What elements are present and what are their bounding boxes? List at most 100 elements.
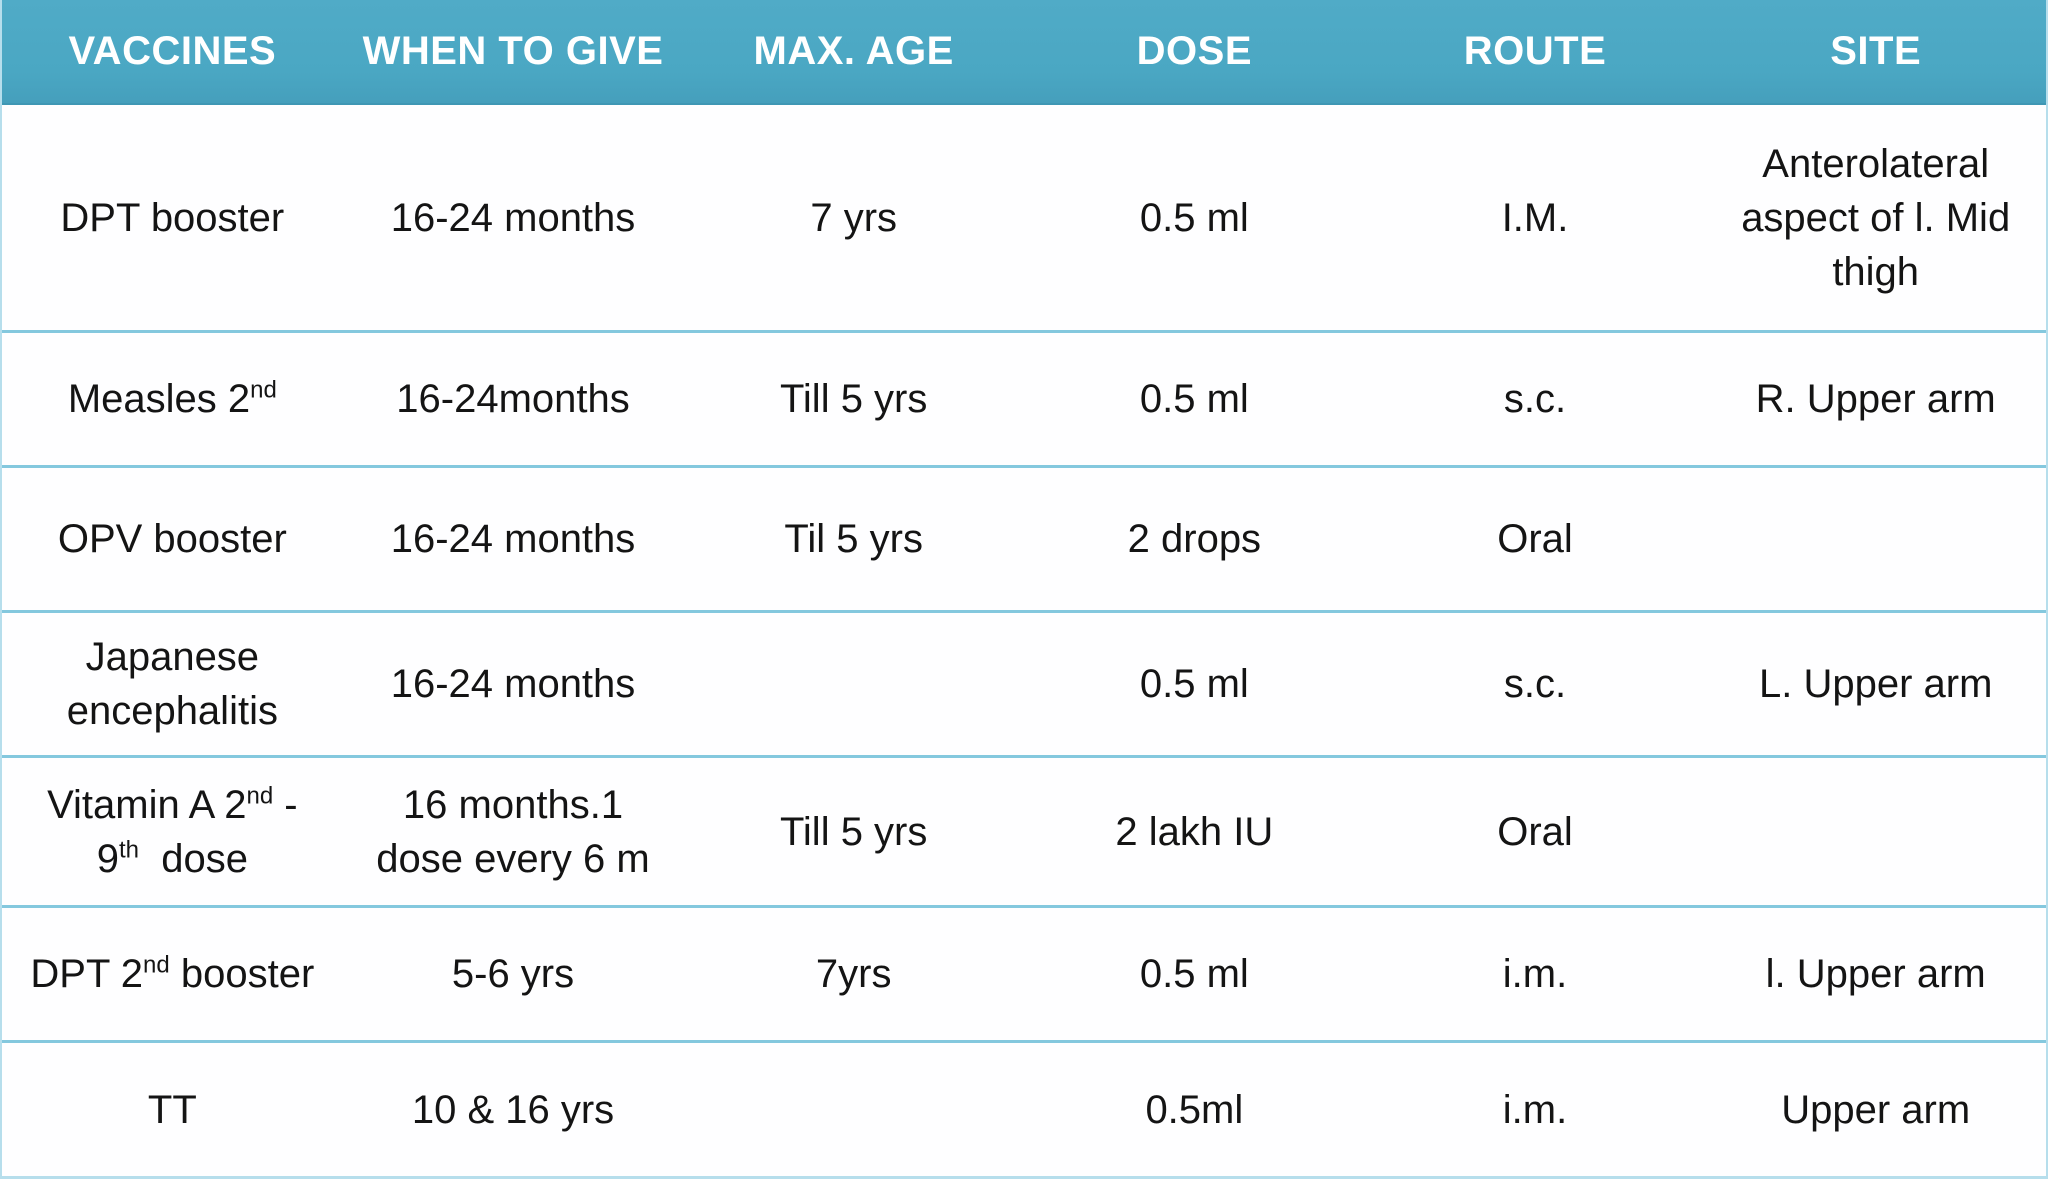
cell-text-segment: 7yrs bbox=[815, 952, 892, 996]
cell-text-segment: 16-24 months bbox=[390, 517, 636, 561]
cell-text: s.c. bbox=[1504, 657, 1566, 711]
cell-text: 16-24months bbox=[396, 372, 629, 426]
column-header-dose: DOSE bbox=[1024, 0, 1365, 103]
cell-text: Oral bbox=[1497, 512, 1573, 566]
cell-text-segment: Oral bbox=[1497, 517, 1573, 561]
cell-text: OPV booster bbox=[58, 512, 287, 566]
cell-site: R. Upper arm bbox=[1705, 333, 2046, 465]
table-body: DPT booster 16-24 months 7 yrs 0.5 ml I.M. An… bbox=[2, 105, 2046, 1176]
column-header-label: SITE bbox=[1830, 29, 1922, 73]
table-row: DPT booster 16-24 months 7 yrs 0.5 ml I.M. An… bbox=[2, 105, 2046, 330]
cell-dose: 2 drops bbox=[1024, 468, 1365, 610]
ordinal-superscript: th bbox=[118, 836, 139, 864]
ordinal-superscript: nd bbox=[250, 376, 277, 404]
cell-when-to-give: 16 months.1 dose every 6 m bbox=[343, 758, 684, 905]
cell-text: 0.5 ml bbox=[1140, 372, 1249, 426]
cell-route: s.c. bbox=[1365, 333, 1706, 465]
cell-max-age: Till 5 yrs bbox=[683, 758, 1024, 905]
cell-text: Japanese encephalitis bbox=[67, 630, 278, 738]
cell-max-age bbox=[683, 613, 1024, 755]
cell-text-segment: Vitamin A 2 bbox=[47, 782, 247, 827]
cell-dose: 0.5 ml bbox=[1024, 333, 1365, 465]
cell-site bbox=[1705, 468, 2046, 610]
column-header-label: VACCINES bbox=[68, 29, 277, 73]
cell-text-segment: aspect of l. Mid bbox=[1741, 195, 2011, 240]
cell-text-segment: booster bbox=[169, 952, 315, 996]
ordinal-superscript: nd bbox=[143, 951, 170, 979]
cell-text-segment: DPT booster bbox=[60, 195, 285, 240]
cell-text-segment: Oral bbox=[1497, 809, 1573, 854]
cell-text-segment: thigh bbox=[1832, 249, 1920, 294]
table-row: OPV booster 16-24 months Til 5 yrs 2 drops O… bbox=[2, 465, 2046, 610]
cell-text: 7 yrs bbox=[810, 191, 897, 245]
column-header-vaccines: VACCINES bbox=[2, 0, 343, 103]
cell-text: 0.5 ml bbox=[1140, 947, 1249, 1001]
cell-text-segment: Anterolateral bbox=[1762, 141, 1990, 186]
cell-text: i.m. bbox=[1503, 1083, 1567, 1137]
cell-text-segment: 0.5ml bbox=[1145, 1087, 1244, 1132]
cell-text-segment: I.M. bbox=[1501, 195, 1569, 240]
cell-text: 2 drops bbox=[1128, 512, 1261, 566]
table-row: TT 10 & 16 yrs 0.5ml i.m. Upper arm bbox=[2, 1040, 2046, 1176]
cell-text-segment: 5-6 yrs bbox=[451, 952, 575, 996]
cell-text-segment: 10 & 16 yrs bbox=[411, 1087, 615, 1132]
cell-text: 10 & 16 yrs bbox=[412, 1083, 614, 1137]
cell-text: Vitamin A 2nd - 9th dose bbox=[47, 778, 298, 886]
cell-when-to-give: 5-6 yrs bbox=[343, 908, 684, 1040]
cell-dose: 0.5 ml bbox=[1024, 613, 1365, 755]
cell-vaccines: OPV booster bbox=[2, 468, 343, 610]
cell-dose: 0.5 ml bbox=[1024, 908, 1365, 1040]
cell-vaccines: Measles 2nd bbox=[2, 333, 343, 465]
ordinal-superscript: nd bbox=[246, 782, 274, 810]
cell-max-age: 7 yrs bbox=[683, 105, 1024, 330]
cell-text-segment: Japanese bbox=[85, 635, 260, 679]
cell-vaccines: TT bbox=[2, 1043, 343, 1176]
cell-text: i.m. bbox=[1503, 947, 1567, 1001]
cell-site: L. Upper arm bbox=[1705, 613, 2046, 755]
cell-max-age: Til 5 yrs bbox=[683, 468, 1024, 610]
cell-text-segment: 9 bbox=[96, 836, 119, 881]
cell-text-segment: s.c. bbox=[1503, 662, 1567, 706]
cell-text-segment: 0.5 ml bbox=[1139, 195, 1249, 240]
cell-text-segment: 16-24 months bbox=[390, 662, 636, 706]
cell-when-to-give: 16-24 months bbox=[343, 105, 684, 330]
cell-text-segment: 7 yrs bbox=[810, 195, 898, 240]
cell-route: i.m. bbox=[1365, 1043, 1706, 1176]
column-header-label: MAX. AGE bbox=[753, 29, 954, 73]
cell-text: L. Upper arm bbox=[1759, 657, 1992, 711]
cell-text-segment: 16-24 months bbox=[390, 195, 636, 240]
cell-text: I.M. bbox=[1502, 191, 1569, 245]
table-row: Vitamin A 2nd - 9th dose 16 months.1 dose e… bbox=[2, 755, 2046, 905]
column-header-label: DOSE bbox=[1136, 29, 1253, 73]
table-row: DPT 2nd booster 5-6 yrs 7yrs 0.5 ml i.m. l. U… bbox=[2, 905, 2046, 1040]
cell-dose: 0.5 ml bbox=[1024, 105, 1365, 330]
cell-text-segment: encephalitis bbox=[66, 689, 278, 733]
cell-text: Till 5 yrs bbox=[780, 372, 927, 426]
column-header-label: ROUTE bbox=[1463, 29, 1607, 73]
cell-text: Upper arm bbox=[1781, 1083, 1970, 1137]
cell-text-segment: i.m. bbox=[1502, 952, 1568, 996]
cell-when-to-give: 16-24 months bbox=[343, 468, 684, 610]
cell-text: DPT 2nd booster bbox=[30, 947, 314, 1001]
cell-text-segment: dose bbox=[138, 836, 248, 881]
column-header-max-age: MAX. AGE bbox=[683, 0, 1024, 103]
cell-site: Upper arm bbox=[1705, 1043, 2046, 1176]
cell-text-segment: l. Upper arm bbox=[1765, 952, 1986, 996]
cell-text: 5-6 yrs bbox=[452, 947, 574, 1001]
cell-when-to-give: 16-24 months bbox=[343, 613, 684, 755]
cell-text-segment: 0.5 ml bbox=[1139, 377, 1249, 421]
cell-text: Measles 2nd bbox=[68, 372, 277, 426]
column-header-label: WHEN TO GIVE bbox=[362, 29, 664, 73]
cell-text: Till 5 yrs bbox=[780, 805, 927, 859]
column-header-site: SITE bbox=[1705, 0, 2046, 103]
cell-route: Oral bbox=[1365, 758, 1706, 905]
cell-text: s.c. bbox=[1504, 372, 1566, 426]
cell-text-segment: OPV booster bbox=[57, 517, 287, 561]
cell-text-segment: TT bbox=[147, 1087, 197, 1132]
table-row: Measles 2nd 16-24months Till 5 yrs 0.5 ml s.… bbox=[2, 330, 2046, 465]
cell-dose: 2 lakh IU bbox=[1024, 758, 1365, 905]
cell-text: Anterolateral aspect of l. Mid thigh bbox=[1741, 137, 2010, 299]
table-header-row: VACCINES WHEN TO GIVE MAX. AGE DOSE ROUT… bbox=[2, 0, 2046, 105]
cell-text-segment: dose every 6 m bbox=[376, 836, 650, 881]
